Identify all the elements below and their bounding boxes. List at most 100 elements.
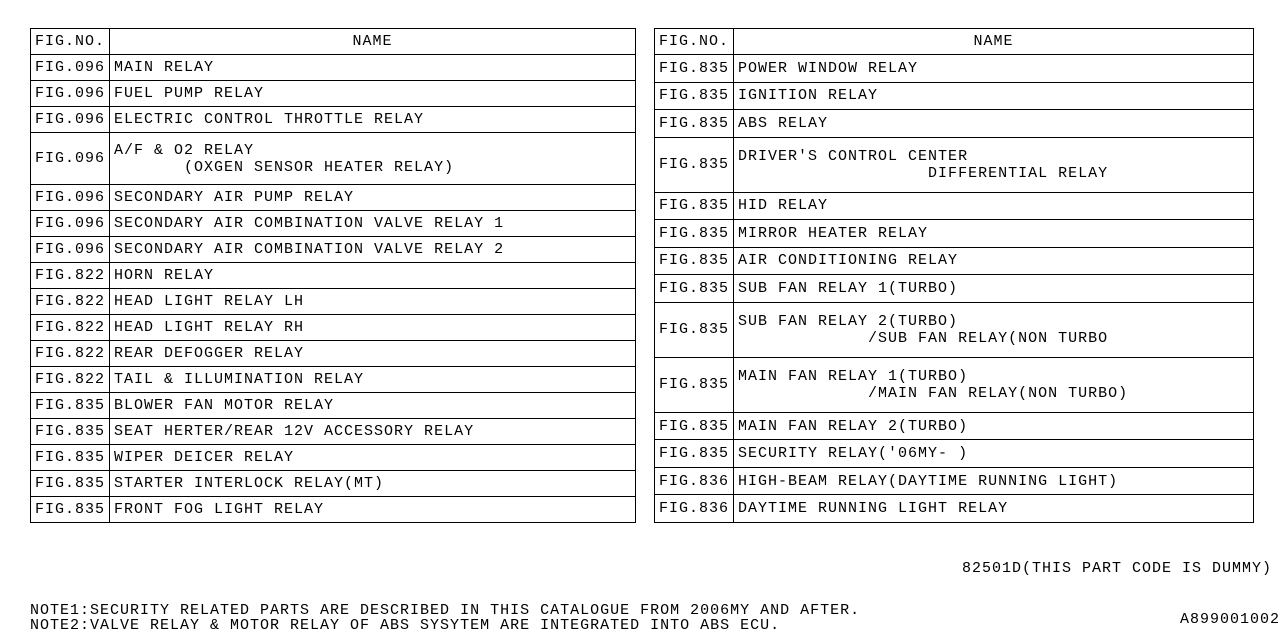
name-cell: HIGH-BEAM RELAY(DAYTIME RUNNING LIGHT): [734, 467, 1254, 495]
fig-cell: FIG.836: [655, 495, 734, 523]
fig-cell: FIG.822: [31, 263, 110, 289]
name-cell: SUB FAN RELAY 1(TURBO): [734, 275, 1254, 303]
name-cell: ELECTRIC CONTROL THROTTLE RELAY: [110, 107, 636, 133]
name-cell: DAYTIME RUNNING LIGHT RELAY: [734, 495, 1254, 523]
fig-cell: FIG.835: [655, 440, 734, 468]
table-row: FIG.835FRONT FOG LIGHT RELAY: [31, 497, 636, 523]
table-row: FIG.822HEAD LIGHT RELAY RH: [31, 315, 636, 341]
name-cell: SECONDARY AIR PUMP RELAY: [110, 185, 636, 211]
fig-cell: FIG.096: [31, 211, 110, 237]
name-cell: MAIN FAN RELAY 1(TURBO) /MAIN FAN RELAY(…: [734, 357, 1254, 412]
table-row: FIG.096MAIN RELAY: [31, 55, 636, 81]
table-row: FIG.096ELECTRIC CONTROL THROTTLE RELAY: [31, 107, 636, 133]
fig-cell: FIG.822: [31, 367, 110, 393]
name-cell: BLOWER FAN MOTOR RELAY: [110, 393, 636, 419]
table-row: FIG.835HID RELAY: [655, 192, 1254, 220]
col-header-name: NAME: [110, 29, 636, 55]
name-cell: MAIN RELAY: [110, 55, 636, 81]
table-row: FIG.835SUB FAN RELAY 2(TURBO) /SUB FAN R…: [655, 302, 1254, 357]
fig-cell: FIG.822: [31, 289, 110, 315]
name-cell: SEAT HERTER/REAR 12V ACCESSORY RELAY: [110, 419, 636, 445]
footer: NOTE1:SECURITY RELATED PARTS ARE DESCRIB…: [30, 603, 1280, 635]
name-cell: HID RELAY: [734, 192, 1254, 220]
name-cell: A/F & O2 RELAY (OXGEN SENSOR HEATER RELA…: [110, 133, 636, 185]
name-cell: STARTER INTERLOCK RELAY(MT): [110, 471, 636, 497]
name-cell: AIR CONDITIONING RELAY: [734, 247, 1254, 275]
note1: NOTE1:SECURITY RELATED PARTS ARE DESCRIB…: [30, 603, 1280, 619]
table-row: FIG.835AIR CONDITIONING RELAY: [655, 247, 1254, 275]
doc-code: A899001002: [1180, 611, 1280, 628]
tables-container: FIG.NO. NAME FIG.096MAIN RELAYFIG.096FUE…: [0, 0, 1280, 523]
table-row: FIG.835STARTER INTERLOCK RELAY(MT): [31, 471, 636, 497]
name-cell: DRIVER'S CONTROL CENTER DIFFERENTIAL REL…: [734, 137, 1254, 192]
name-cell: ABS RELAY: [734, 110, 1254, 138]
fig-cell: FIG.835: [655, 412, 734, 440]
fig-cell: FIG.835: [655, 220, 734, 248]
fig-cell: FIG.835: [655, 82, 734, 110]
table-row: FIG.835SEAT HERTER/REAR 12V ACCESSORY RE…: [31, 419, 636, 445]
table-row: FIG.822HEAD LIGHT RELAY LH: [31, 289, 636, 315]
name-cell: SUB FAN RELAY 2(TURBO) /SUB FAN RELAY(NO…: [734, 302, 1254, 357]
fig-cell: FIG.822: [31, 341, 110, 367]
fig-cell: FIG.835: [655, 247, 734, 275]
name-cell: REAR DEFOGGER RELAY: [110, 341, 636, 367]
fig-cell: FIG.835: [31, 497, 110, 523]
table-row: FIG.835WIPER DEICER RELAY: [31, 445, 636, 471]
table-row: FIG.096SECONDARY AIR COMBINATION VALVE R…: [31, 237, 636, 263]
name-cell: MIRROR HEATER RELAY: [734, 220, 1254, 248]
fig-cell: FIG.835: [31, 445, 110, 471]
name-cell: SECURITY RELAY('06MY- ): [734, 440, 1254, 468]
fig-cell: FIG.096: [31, 81, 110, 107]
table-row: FIG.822HORN RELAY: [31, 263, 636, 289]
fig-cell: FIG.096: [31, 107, 110, 133]
name-cell: HEAD LIGHT RELAY LH: [110, 289, 636, 315]
fig-cell: FIG.096: [31, 185, 110, 211]
note2: NOTE2:VALVE RELAY & MOTOR RELAY OF ABS S…: [30, 618, 1280, 634]
name-cell: FUEL PUMP RELAY: [110, 81, 636, 107]
left-table: FIG.NO. NAME FIG.096MAIN RELAYFIG.096FUE…: [30, 28, 636, 523]
dummy-part-code: 82501D(THIS PART CODE IS DUMMY): [962, 560, 1272, 577]
table-row: FIG.835SUB FAN RELAY 1(TURBO): [655, 275, 1254, 303]
table-row: FIG.822REAR DEFOGGER RELAY: [31, 341, 636, 367]
fig-cell: FIG.835: [31, 393, 110, 419]
name-cell: WIPER DEICER RELAY: [110, 445, 636, 471]
fig-cell: FIG.096: [31, 133, 110, 185]
fig-cell: FIG.835: [655, 110, 734, 138]
table-row: FIG.822TAIL & ILLUMINATION RELAY: [31, 367, 636, 393]
table-row: FIG.836DAYTIME RUNNING LIGHT RELAY: [655, 495, 1254, 523]
fig-cell: FIG.835: [655, 55, 734, 83]
fig-cell: FIG.835: [655, 357, 734, 412]
name-cell: SECONDARY AIR COMBINATION VALVE RELAY 1: [110, 211, 636, 237]
name-cell: POWER WINDOW RELAY: [734, 55, 1254, 83]
fig-cell: FIG.835: [31, 419, 110, 445]
table-row: FIG.835MIRROR HEATER RELAY: [655, 220, 1254, 248]
fig-cell: FIG.096: [31, 237, 110, 263]
name-cell: MAIN FAN RELAY 2(TURBO): [734, 412, 1254, 440]
name-cell: HEAD LIGHT RELAY RH: [110, 315, 636, 341]
table-row: FIG.096FUEL PUMP RELAY: [31, 81, 636, 107]
name-cell: IGNITION RELAY: [734, 82, 1254, 110]
table-row: FIG.096A/F & O2 RELAY (OXGEN SENSOR HEAT…: [31, 133, 636, 185]
table-row: FIG.835SECURITY RELAY('06MY- ): [655, 440, 1254, 468]
fig-cell: FIG.835: [31, 471, 110, 497]
table-row: FIG.835IGNITION RELAY: [655, 82, 1254, 110]
name-cell: FRONT FOG LIGHT RELAY: [110, 497, 636, 523]
table-row: FIG.836HIGH-BEAM RELAY(DAYTIME RUNNING L…: [655, 467, 1254, 495]
table-row: FIG.096SECONDARY AIR COMBINATION VALVE R…: [31, 211, 636, 237]
name-cell: SECONDARY AIR COMBINATION VALVE RELAY 2: [110, 237, 636, 263]
fig-cell: FIG.835: [655, 192, 734, 220]
table-row: FIG.835ABS RELAY: [655, 110, 1254, 138]
table-row: FIG.835MAIN FAN RELAY 2(TURBO): [655, 412, 1254, 440]
fig-cell: FIG.835: [655, 275, 734, 303]
col-header-fig: FIG.NO.: [31, 29, 110, 55]
col-header-fig: FIG.NO.: [655, 29, 734, 55]
fig-cell: FIG.822: [31, 315, 110, 341]
table-row: FIG.835POWER WINDOW RELAY: [655, 55, 1254, 83]
table-row: FIG.096SECONDARY AIR PUMP RELAY: [31, 185, 636, 211]
col-header-name: NAME: [734, 29, 1254, 55]
fig-cell: FIG.835: [655, 302, 734, 357]
table-row: FIG.835BLOWER FAN MOTOR RELAY: [31, 393, 636, 419]
fig-cell: FIG.835: [655, 137, 734, 192]
fig-cell: FIG.096: [31, 55, 110, 81]
table-row: FIG.835MAIN FAN RELAY 1(TURBO) /MAIN FAN…: [655, 357, 1254, 412]
